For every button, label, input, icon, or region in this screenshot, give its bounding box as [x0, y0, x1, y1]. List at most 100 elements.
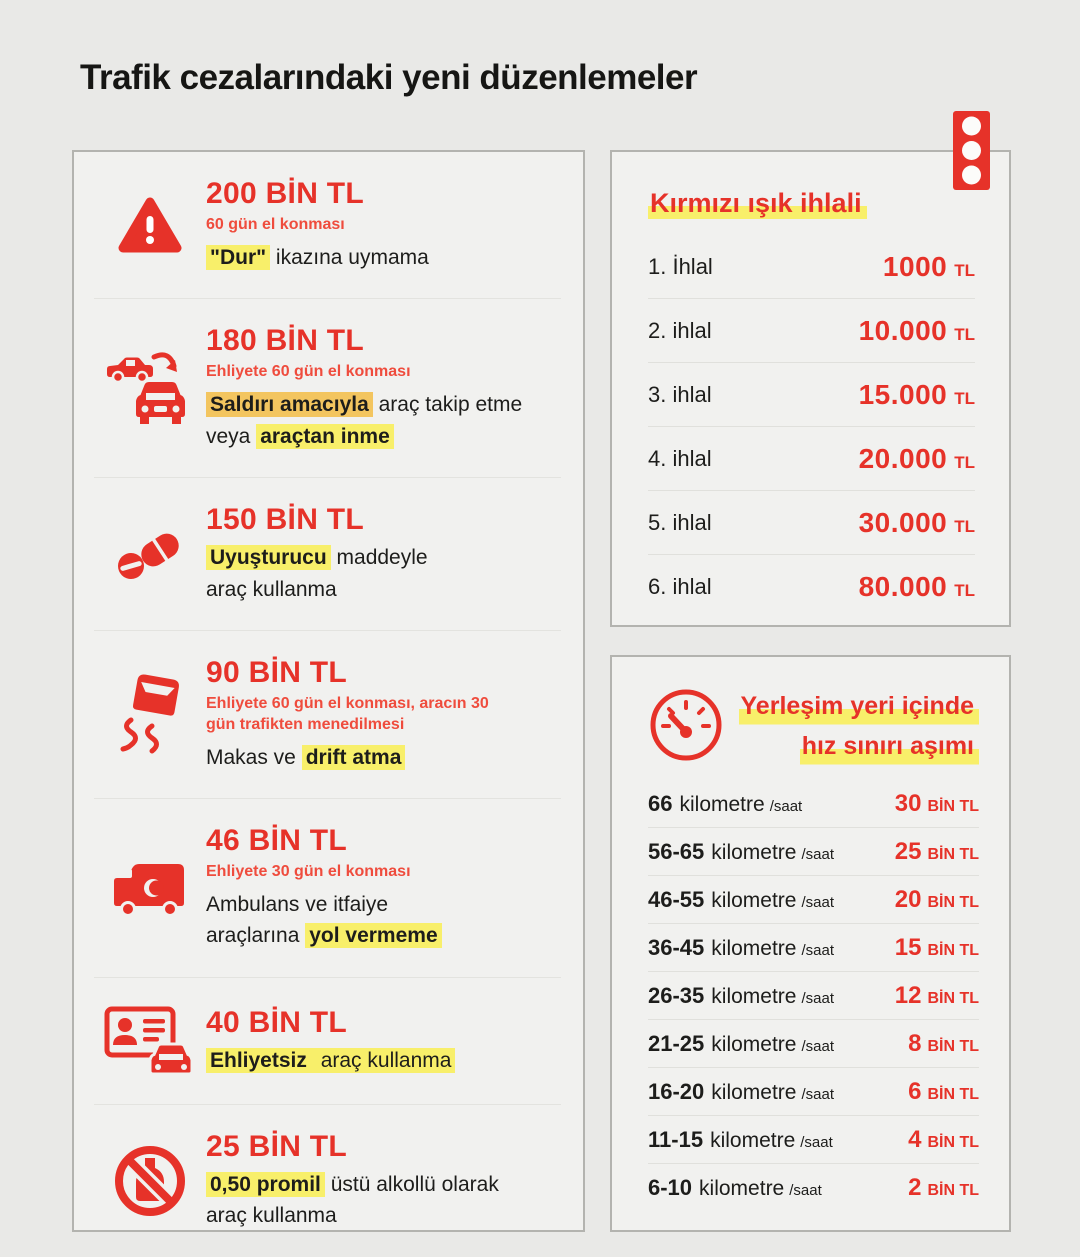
fine-value: 10.000 TL — [858, 315, 975, 346]
highlighted-text: 0,50 promil — [206, 1171, 325, 1197]
penalty-note: Ehliyete 30 gün el konması — [206, 863, 411, 881]
violation-label: 1. İhlal — [648, 254, 713, 279]
speed-range: 16-20 — [648, 1079, 705, 1104]
penalty-item-ehliyetsiz: 40 BİN TL Ehliyetsiz araç kullanma — [94, 978, 561, 1105]
violation-label: 2. ihlal — [648, 318, 712, 343]
highlighted-text: araçtan inme — [256, 423, 394, 449]
penalty-amount: 200 BİN TL — [206, 177, 365, 210]
red-light-row: 4. ihlal 20.000 TL — [648, 427, 975, 491]
desc-text: araç kullanma — [206, 577, 337, 601]
desc-text: ikazına uymama — [270, 245, 429, 269]
penalty-amount: 180 BİN TL — [206, 324, 365, 358]
violation-label: 5. ihlal — [648, 510, 712, 535]
red-light-row: 5. ihlal 30.000 TL — [648, 491, 975, 555]
red-light-row: 6. ihlal 80.000 TL — [648, 555, 975, 618]
highlighted-text: drift atma — [301, 744, 406, 770]
fine-value: 25 BİN TL — [894, 838, 979, 865]
red-light-row: 1. İhlal 1000 TL — [648, 235, 975, 299]
chasing-cars-icon — [94, 348, 206, 428]
penalty-desc: Ehliyetsiz araç kullanma — [206, 1045, 561, 1077]
penalties-panel: 200 BİN TL 60 gün el konması "Dur" ikazı… — [72, 150, 585, 1232]
driver-license-car-icon — [94, 1003, 206, 1079]
fine-value: 30.000 TL — [858, 507, 975, 538]
penalty-desc: Saldırı amacıyla araç takip etme veya ara… — [206, 389, 561, 452]
violation-label: 4. ihlal — [648, 446, 712, 471]
no-alcohol-icon — [94, 1142, 206, 1220]
penalty-amount: 150 BİN TL — [206, 503, 365, 537]
speed-row: 66 kilometre/saat 30 BİN TL — [648, 780, 979, 828]
desc-text: veya — [206, 424, 257, 448]
highlighted-text: araç kullanma — [310, 1047, 456, 1073]
fine-value: 80.000 TL — [858, 571, 975, 602]
penalty-note: 60 gün el konması — [206, 216, 345, 233]
speed-limit-panel: Yerleşim yeri içinde hız sınırı aşımı 66… — [610, 655, 1011, 1232]
fine-value: 1000 TL — [882, 251, 975, 282]
desc-text: üstü alkollü olarak — [324, 1172, 499, 1196]
penalty-desc: 0,50 promil üstü alkollü olarak araç kull… — [206, 1169, 561, 1232]
pills-icon — [94, 525, 206, 583]
red-light-panel: Kırmızı ışık ihlali 1. İhlal 1000 TL 2. ih… — [610, 150, 1011, 627]
penalty-amount: 46 BİN TL — [206, 824, 348, 858]
red-light-title: Kırmızı ışık ihlali — [648, 188, 975, 221]
fine-value: 15 BİN TL — [894, 934, 979, 961]
fine-value: 12 BİN TL — [894, 982, 979, 1009]
speed-row: 21-25 kilometre/saat 8 BİN TL — [648, 1020, 979, 1068]
speedometer-icon — [648, 687, 724, 768]
violation-label: 3. ihlal — [648, 382, 712, 407]
speed-row: 6-10 kilometre/saat 2 BİN TL — [648, 1174, 979, 1201]
fine-value: 6 BİN TL — [908, 1078, 979, 1105]
fine-value: 4 BİN TL — [908, 1126, 979, 1153]
speed-range: 21-25 — [648, 1031, 705, 1056]
warning-triangle-icon — [94, 195, 206, 255]
highlighted-text: Ehliyetsiz — [206, 1047, 311, 1073]
speed-row: 11-15 kilometre/saat 4 BİN TL — [648, 1116, 979, 1164]
highlighted-text: Saldırı amacıyla — [206, 392, 373, 418]
penalty-item-ambulans: 46 BİN TL Ehliyete 30 gün el konması Amb… — [94, 799, 561, 978]
speed-panel-title: Yerleşim yeri içinde hız sınırı aşımı — [738, 687, 979, 767]
desc-text: araç kullanma — [206, 1204, 337, 1228]
penalty-note: Ehliyete 60 gün el konması, aracın 30 gü… — [206, 695, 489, 733]
penalty-desc: Ambulans ve itfaiye araçlarına yol vermem… — [206, 889, 561, 952]
speed-range: 6-10 — [648, 1175, 693, 1200]
speed-row: 56-65 kilometre/saat 25 BİN TL — [648, 828, 979, 876]
penalty-item-takip: 180 BİN TL Ehliyete 60 gün el konması Sa… — [94, 299, 561, 479]
speed-row: 36-45 kilometre/saat 15 BİN TL — [648, 924, 979, 972]
speed-range: 66 — [648, 791, 673, 816]
penalty-desc: "Dur" ikazına uymama — [206, 242, 561, 274]
penalty-desc: Uyuşturucu maddeyle araç kullanma — [206, 542, 561, 605]
fine-value: 30 BİN TL — [894, 790, 979, 817]
violation-label: 6. ihlal — [648, 574, 712, 599]
speed-row: 26-35 kilometre/saat 12 BİN TL — [648, 972, 979, 1020]
penalty-item-alkol: 25 BİN TL 0,50 promil üstü alkollü olara… — [94, 1105, 561, 1257]
red-light-row: 2. ihlal 10.000 TL — [648, 299, 975, 363]
penalty-amount: 90 BİN TL — [206, 656, 348, 690]
traffic-light-icon — [953, 111, 990, 190]
penalty-amount: 25 BİN TL — [206, 1129, 348, 1163]
penalty-desc: Makas ve drift atma — [206, 742, 561, 774]
penalty-note: Ehliyete 60 gün el konması — [206, 363, 411, 381]
penalty-amount: 40 BİN TL — [206, 1005, 348, 1039]
highlighted-text: yol vermeme — [305, 923, 442, 949]
highlighted-text: Uyuşturucu — [206, 545, 331, 571]
fine-value: 15.000 TL — [858, 379, 975, 410]
speed-range: 46-55 — [648, 887, 705, 912]
speed-range: 36-45 — [648, 935, 705, 960]
ambulance-icon — [94, 857, 206, 919]
desc-text: Ambulans ve itfaiye — [206, 892, 389, 916]
desc-text: araçlarına — [206, 924, 306, 948]
fine-value: 20.000 TL — [858, 443, 975, 474]
fine-value: 2 BİN TL — [908, 1174, 979, 1201]
desc-text: maddeyle — [330, 546, 428, 570]
skidding-car-icon — [94, 672, 206, 758]
penalty-item-dur: 200 BİN TL 60 gün el konması "Dur" ikazı… — [94, 152, 561, 300]
speed-row: 46-55 kilometre/saat 20 BİN TL — [648, 876, 979, 924]
page-title: Trafik cezalarındaki yeni düzenlemeler — [80, 58, 698, 97]
red-light-row: 3. ihlal 15.000 TL — [648, 363, 975, 427]
speed-range: 26-35 — [648, 983, 705, 1008]
speed-range: 56-65 — [648, 839, 705, 864]
desc-text: Makas ve — [206, 745, 302, 769]
highlighted-text: "Dur" — [206, 244, 271, 270]
desc-text: araç takip etme — [372, 393, 523, 417]
fine-value: 8 BİN TL — [908, 1030, 979, 1057]
speed-row: 16-20 kilometre/saat 6 BİN TL — [648, 1068, 979, 1116]
